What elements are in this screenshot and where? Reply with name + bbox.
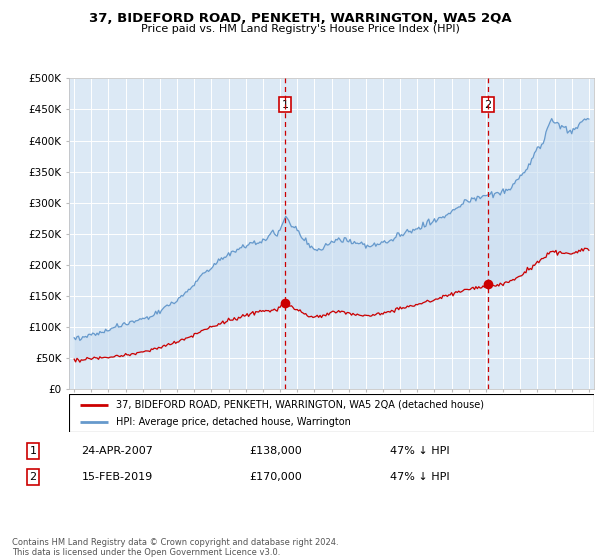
Text: 2: 2 bbox=[29, 472, 37, 482]
Text: 1: 1 bbox=[29, 446, 37, 456]
Text: 47% ↓ HPI: 47% ↓ HPI bbox=[390, 446, 450, 456]
Text: £138,000: £138,000 bbox=[250, 446, 302, 456]
Text: 47% ↓ HPI: 47% ↓ HPI bbox=[390, 472, 450, 482]
Text: 37, BIDEFORD ROAD, PENKETH, WARRINGTON, WA5 2QA: 37, BIDEFORD ROAD, PENKETH, WARRINGTON, … bbox=[89, 12, 511, 25]
Text: £170,000: £170,000 bbox=[250, 472, 302, 482]
Text: 15-FEB-2019: 15-FEB-2019 bbox=[82, 472, 152, 482]
Text: Contains HM Land Registry data © Crown copyright and database right 2024.
This d: Contains HM Land Registry data © Crown c… bbox=[12, 538, 338, 557]
Text: 2: 2 bbox=[484, 100, 491, 110]
Text: Price paid vs. HM Land Registry's House Price Index (HPI): Price paid vs. HM Land Registry's House … bbox=[140, 24, 460, 34]
Text: 37, BIDEFORD ROAD, PENKETH, WARRINGTON, WA5 2QA (detached house): 37, BIDEFORD ROAD, PENKETH, WARRINGTON, … bbox=[116, 399, 484, 409]
Text: HPI: Average price, detached house, Warrington: HPI: Average price, detached house, Warr… bbox=[116, 417, 351, 427]
Text: 24-APR-2007: 24-APR-2007 bbox=[81, 446, 153, 456]
Text: 1: 1 bbox=[281, 100, 289, 110]
